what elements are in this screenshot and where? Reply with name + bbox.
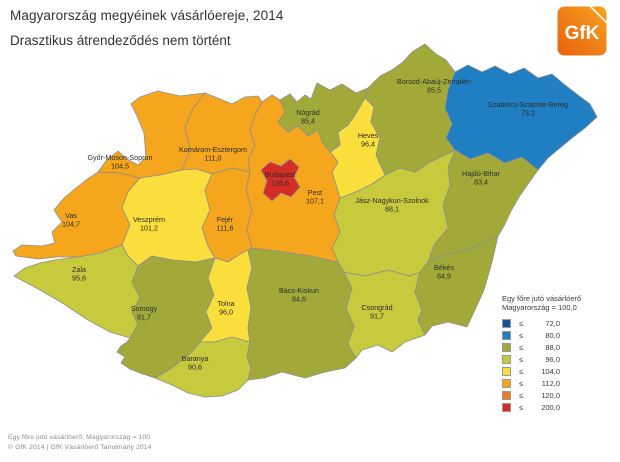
county-label-jasz-nagykun-szolnok: Jász-Nagykun-Szolnok xyxy=(355,196,429,205)
legend-item-96-0: ≤96,0 xyxy=(502,353,614,365)
legend-items: ≤72,0 ≤80,0 ≤88,0 ≤96,0 ≤104,0 ≤112,0 ≤120,0 ≤2… xyxy=(502,317,614,413)
county-value-jasz-nagykun-szolnok: 88,1 xyxy=(385,205,399,214)
county-value-somogy: 81,7 xyxy=(137,313,151,322)
legend-swatch-le120 xyxy=(502,390,511,400)
legend-operator: ≤ xyxy=(519,354,524,364)
county-shape-csongrad xyxy=(343,269,426,359)
county-value-veszprem: 101,2 xyxy=(140,224,158,233)
county-label-fejer: Fejér xyxy=(217,215,234,224)
legend-value: 120,0 xyxy=(541,390,560,400)
county-value-borsod-abauj-zemplen: 85,5 xyxy=(427,86,441,95)
county-value-vas: 104,7 xyxy=(62,220,80,229)
county-shape-szabolcs-szatmar-bereg xyxy=(444,64,598,171)
county-value-hajdu-bihar: 83,4 xyxy=(474,178,488,187)
gfk-logo-text: GfK xyxy=(565,23,600,44)
legend-operator: ≤ xyxy=(519,390,524,400)
gfk-logo: GfK xyxy=(557,6,607,56)
legend-item-120-0: ≤120,0 xyxy=(502,389,614,401)
legend-swatch-le88 xyxy=(502,342,511,352)
map-legend: Egy főre jutó vásárlóerő Magyarország = … xyxy=(502,294,614,413)
legend-swatch-le200 xyxy=(502,402,511,412)
county-label-csongrad: Csongrád xyxy=(361,303,392,312)
county-shape-borsod-abauj-zemplen xyxy=(364,43,456,176)
county-value-gyor-moson-sopron: 104,5 xyxy=(111,162,129,171)
county-label-heves: Heves xyxy=(358,131,379,140)
county-value-heves: 96,4 xyxy=(361,140,375,149)
county-label-veszprem: Veszprém xyxy=(133,215,165,224)
legend-title-line2: Magyarország = 100,0 xyxy=(502,303,577,312)
county-label-tolna: Tolna xyxy=(217,299,234,308)
county-value-komarom-esztergom: 111,0 xyxy=(205,154,222,163)
page-subtitle: Drasztikus átrendeződés nem történt xyxy=(10,33,231,48)
legend-operator: ≤ xyxy=(519,378,524,388)
county-value-fejer: 111,6 xyxy=(217,224,234,233)
legend-swatch-le72 xyxy=(502,318,511,328)
legend-item-200-0: ≤200,0 xyxy=(502,401,614,413)
county-value-baranya: 90,6 xyxy=(188,363,202,372)
legend-operator: ≤ xyxy=(519,402,524,412)
legend-item-80-0: ≤80,0 xyxy=(502,329,614,341)
county-shape-zala xyxy=(13,244,141,339)
legend-swatch-le80 xyxy=(502,330,511,340)
county-value-bekes: 84,9 xyxy=(437,272,451,281)
legend-value: 104,0 xyxy=(541,366,560,376)
legend-value: 200,0 xyxy=(541,402,560,412)
legend-title-line1: Egy főre jutó vásárlóerő xyxy=(502,294,582,303)
county-label-pest: Pest xyxy=(308,188,322,197)
county-label-bacs-kiskun: Bács-Kiskun xyxy=(279,286,319,295)
county-label-bekes: Békés xyxy=(434,263,454,272)
gfk-logo-square xyxy=(557,6,607,56)
county-label-gyor-moson-sopron: Győr-Moson-Sopron xyxy=(87,153,152,162)
county-label-szabolcs-szatmar-bereg: Szabolcs-Szatmár-Bereg xyxy=(488,100,568,109)
legend-swatch-le112 xyxy=(502,378,511,388)
legend-swatch-le96 xyxy=(502,354,511,364)
county-label-komarom-esztergom: Komárom-Esztergom xyxy=(179,145,247,154)
legend-item-88-0: ≤88,0 xyxy=(502,341,614,353)
legend-operator: ≤ xyxy=(519,318,524,328)
county-value-szabolcs-szatmar-bereg: 73,2 xyxy=(521,109,535,118)
legend-item-72-0: ≤72,0 xyxy=(502,317,614,329)
county-value-nograd: 85,4 xyxy=(301,117,315,126)
county-value-csongrad: 91,7 xyxy=(370,312,384,321)
county-label-somogy: Somogy xyxy=(131,304,158,313)
county-label-hajdu-bihar: Hajdú-Bihar xyxy=(462,169,501,178)
legend-operator: ≤ xyxy=(519,330,524,340)
footer-note: Egy főre jutó vásárlóerő, Magyarország =… xyxy=(8,434,151,441)
footer-copyright: © GfK 2014 | GfK Vásárlóerő Tanulmány 20… xyxy=(8,444,152,451)
county-shape-budapest xyxy=(260,158,301,202)
county-value-pest: 107,1 xyxy=(306,197,324,206)
county-value-tolna: 96,0 xyxy=(219,308,233,317)
legend-value: 112,0 xyxy=(541,378,560,388)
county-value-budapest: 126,6 xyxy=(271,179,289,188)
legend-value: 96,0 xyxy=(545,354,560,364)
county-value-bacs-kiskun: 84,6 xyxy=(292,295,306,304)
county-label-nograd: Nógrád xyxy=(296,108,320,117)
legend-operator: ≤ xyxy=(519,342,524,352)
legend-value: 80,0 xyxy=(545,330,560,340)
county-shape-bacs-kiskun xyxy=(246,247,357,381)
county-label-zala: Zala xyxy=(72,265,86,274)
page-title: Magyarország megyéinek vásárlóereje, 201… xyxy=(10,8,284,23)
county-label-vas: Vas xyxy=(65,211,77,220)
legend-value: 72,0 xyxy=(545,318,560,328)
legend-operator: ≤ xyxy=(519,366,524,376)
county-label-borsod-abauj-zemplen: Borsod-Abaúj-Zemplén xyxy=(397,77,471,86)
county-label-budapest: Budapest xyxy=(265,170,295,179)
county-value-zala: 95,6 xyxy=(72,274,86,283)
gfk-logo-slash xyxy=(588,6,607,25)
county-label-baranya: Baranya xyxy=(182,354,209,363)
legend-item-104-0: ≤104,0 xyxy=(502,365,614,377)
legend-value: 88,0 xyxy=(545,342,560,352)
legend-swatch-le104 xyxy=(502,366,511,376)
legend-item-112-0: ≤112,0 xyxy=(502,377,614,389)
